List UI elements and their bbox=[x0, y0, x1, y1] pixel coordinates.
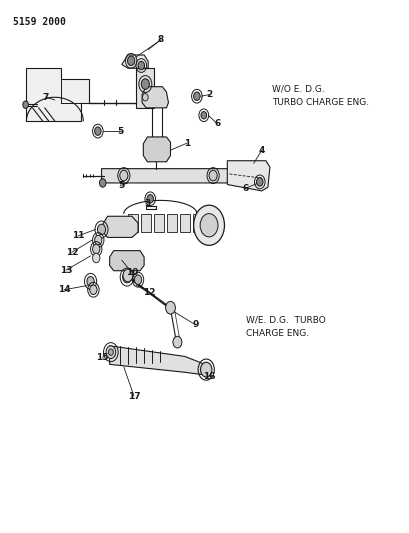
Circle shape bbox=[23, 101, 28, 108]
Circle shape bbox=[173, 336, 182, 348]
Circle shape bbox=[256, 177, 263, 186]
Polygon shape bbox=[192, 214, 202, 232]
Text: 6: 6 bbox=[213, 119, 220, 128]
Circle shape bbox=[200, 214, 218, 237]
Circle shape bbox=[193, 205, 224, 245]
Polygon shape bbox=[143, 137, 170, 162]
Circle shape bbox=[165, 301, 175, 314]
Text: 2: 2 bbox=[205, 90, 212, 99]
Text: 1: 1 bbox=[183, 139, 189, 148]
Polygon shape bbox=[103, 216, 138, 237]
Text: 9: 9 bbox=[191, 320, 198, 329]
Text: 12: 12 bbox=[142, 288, 155, 297]
Circle shape bbox=[99, 179, 106, 187]
Circle shape bbox=[141, 79, 149, 90]
Text: 7: 7 bbox=[43, 93, 49, 102]
Polygon shape bbox=[121, 55, 148, 68]
Circle shape bbox=[127, 56, 135, 66]
Text: 5: 5 bbox=[118, 181, 125, 190]
Text: W/O E. D.G.
TURBO CHARGE ENG.: W/O E. D.G. TURBO CHARGE ENG. bbox=[271, 84, 368, 107]
Circle shape bbox=[200, 362, 211, 377]
Circle shape bbox=[108, 349, 113, 356]
Polygon shape bbox=[142, 87, 168, 108]
Text: 3: 3 bbox=[144, 198, 150, 207]
Circle shape bbox=[146, 195, 153, 203]
Text: 5: 5 bbox=[117, 127, 124, 135]
Polygon shape bbox=[109, 346, 209, 374]
Polygon shape bbox=[26, 68, 89, 121]
Circle shape bbox=[94, 235, 102, 245]
Circle shape bbox=[193, 92, 200, 100]
Circle shape bbox=[200, 111, 206, 119]
Text: 12: 12 bbox=[65, 248, 78, 257]
Circle shape bbox=[138, 61, 144, 70]
Circle shape bbox=[122, 271, 131, 283]
Circle shape bbox=[119, 170, 128, 181]
Text: 8: 8 bbox=[157, 35, 163, 44]
Polygon shape bbox=[128, 214, 138, 232]
Text: 13: 13 bbox=[59, 266, 72, 274]
Circle shape bbox=[92, 244, 100, 254]
Text: 5159 2000: 5159 2000 bbox=[13, 17, 66, 27]
Text: 15: 15 bbox=[96, 353, 108, 362]
Text: 14: 14 bbox=[58, 285, 70, 294]
Text: 4: 4 bbox=[258, 146, 264, 155]
Text: 16: 16 bbox=[202, 372, 215, 381]
Polygon shape bbox=[227, 161, 269, 191]
Circle shape bbox=[134, 275, 142, 285]
Text: 17: 17 bbox=[127, 392, 140, 401]
Text: 6: 6 bbox=[242, 184, 248, 193]
Circle shape bbox=[123, 269, 133, 282]
Circle shape bbox=[94, 127, 101, 135]
Circle shape bbox=[97, 224, 105, 235]
Circle shape bbox=[90, 285, 97, 295]
Text: 11: 11 bbox=[72, 231, 84, 240]
Polygon shape bbox=[166, 214, 177, 232]
Circle shape bbox=[106, 346, 115, 359]
Circle shape bbox=[92, 253, 100, 263]
Circle shape bbox=[142, 94, 148, 101]
Polygon shape bbox=[153, 214, 164, 232]
Circle shape bbox=[209, 170, 217, 181]
Polygon shape bbox=[141, 214, 151, 232]
Text: W/E. D.G.  TURBO
CHARGE ENG.: W/E. D.G. TURBO CHARGE ENG. bbox=[245, 315, 324, 338]
Text: 10: 10 bbox=[126, 268, 138, 277]
Circle shape bbox=[87, 277, 94, 286]
Polygon shape bbox=[101, 168, 235, 183]
Polygon shape bbox=[109, 251, 144, 271]
Polygon shape bbox=[136, 68, 154, 108]
Polygon shape bbox=[180, 214, 189, 232]
